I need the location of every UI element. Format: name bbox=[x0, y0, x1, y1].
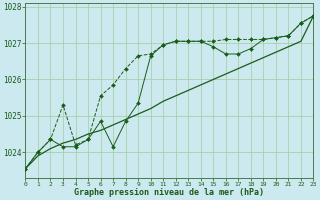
X-axis label: Graphe pression niveau de la mer (hPa): Graphe pression niveau de la mer (hPa) bbox=[75, 188, 264, 197]
